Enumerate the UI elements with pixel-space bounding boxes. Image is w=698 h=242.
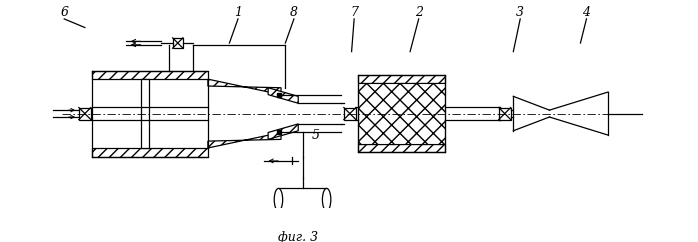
Text: 6: 6 <box>60 6 68 19</box>
Ellipse shape <box>274 189 283 211</box>
Bar <box>172 38 183 48</box>
Text: 7: 7 <box>350 6 358 19</box>
Bar <box>91 71 208 79</box>
Polygon shape <box>208 79 281 95</box>
Bar <box>141 79 149 148</box>
Text: фиг. 3: фиг. 3 <box>279 231 318 242</box>
Text: 3: 3 <box>517 6 524 19</box>
Bar <box>79 107 91 120</box>
Ellipse shape <box>322 189 331 211</box>
Bar <box>359 75 445 83</box>
Bar <box>359 83 445 144</box>
Bar <box>359 144 445 152</box>
Bar <box>279 189 327 211</box>
Polygon shape <box>268 88 298 103</box>
Text: 2: 2 <box>415 6 423 19</box>
Text: 4: 4 <box>582 6 591 19</box>
Bar <box>91 148 208 157</box>
Text: 1: 1 <box>234 6 242 19</box>
Text: 8: 8 <box>290 6 298 19</box>
Polygon shape <box>208 133 281 148</box>
Bar <box>498 107 511 120</box>
Polygon shape <box>268 124 298 139</box>
Bar <box>344 107 356 120</box>
Text: 5: 5 <box>311 129 320 143</box>
